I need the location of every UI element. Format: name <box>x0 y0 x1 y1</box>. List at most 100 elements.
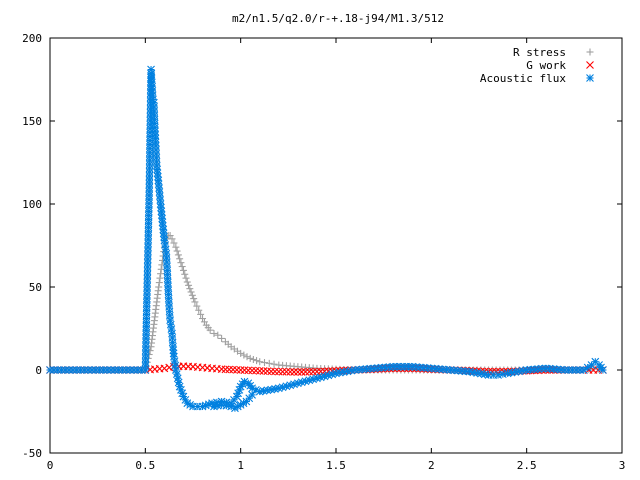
point-acoustic-flux <box>103 366 112 374</box>
point-acoustic-flux <box>53 366 62 374</box>
point-g-work <box>232 365 241 374</box>
point-acoustic-flux <box>259 387 268 395</box>
point-g-work <box>221 365 230 374</box>
point-acoustic-flux <box>389 362 398 371</box>
point-r-stress <box>172 243 180 251</box>
x-tick-label: 0.5 <box>135 459 155 472</box>
legend-label-r-stress: R stress <box>513 46 566 59</box>
point-acoustic-flux <box>68 366 77 374</box>
point-g-work <box>229 365 237 374</box>
x-tick-label: 1 <box>237 459 244 472</box>
point-g-work <box>290 368 298 376</box>
point-acoustic-flux <box>579 366 588 374</box>
point-acoustic-flux <box>137 366 146 374</box>
series-r-stress <box>46 232 607 374</box>
point-acoustic-flux <box>408 362 417 371</box>
y-tick-label: 200 <box>22 32 42 45</box>
point-g-work <box>274 367 283 376</box>
point-acoustic-flux <box>142 318 151 327</box>
point-g-work <box>309 367 318 376</box>
point-g-work <box>248 366 256 375</box>
point-g-work <box>271 367 279 376</box>
point-r-stress <box>187 288 195 296</box>
point-r-stress <box>190 295 198 303</box>
point-acoustic-flux <box>151 142 160 150</box>
point-r-stress <box>185 281 193 289</box>
point-acoustic-flux <box>166 320 175 329</box>
y-tick-label: 150 <box>22 115 42 128</box>
point-r-stress <box>237 349 245 357</box>
point-r-stress <box>170 239 178 247</box>
point-g-work <box>225 365 234 374</box>
point-r-stress <box>243 353 251 361</box>
x-tick-label: 2.5 <box>517 459 537 472</box>
point-g-work <box>259 367 268 375</box>
point-g-work <box>305 367 314 376</box>
point-g-work <box>217 365 226 374</box>
point-g-work <box>236 366 245 374</box>
x-tick-label: 0 <box>47 459 54 472</box>
point-g-work <box>267 367 276 376</box>
point-r-stress <box>265 359 273 367</box>
point-r-stress <box>197 310 205 318</box>
point-r-stress <box>168 235 176 243</box>
point-acoustic-flux <box>152 157 161 166</box>
point-r-stress <box>156 274 164 282</box>
point-acoustic-flux <box>599 366 607 374</box>
point-r-stress <box>246 354 254 362</box>
point-g-work <box>278 367 287 376</box>
point-r-stress <box>249 355 257 363</box>
legend-marker-r-stress <box>586 48 594 56</box>
point-r-stress <box>256 358 264 366</box>
point-r-stress <box>179 266 187 274</box>
point-r-stress <box>176 255 184 263</box>
point-g-work <box>297 368 306 376</box>
point-g-work <box>240 366 249 375</box>
point-acoustic-flux <box>130 366 138 374</box>
point-acoustic-flux <box>95 366 104 374</box>
point-r-stress <box>183 278 191 286</box>
y-tick-label: 100 <box>22 198 42 211</box>
axes: 0 0.5 1 1.5 2 2.5 3 -50 0 50 100 150 200 <box>22 32 625 472</box>
point-r-stress <box>173 247 181 255</box>
point-g-work <box>255 366 264 375</box>
point-acoustic-flux <box>151 127 159 136</box>
series-acoustic-flux <box>46 65 607 411</box>
point-r-stress <box>174 251 182 259</box>
point-acoustic-flux <box>161 245 170 254</box>
x-tick-label: 1.5 <box>326 459 346 472</box>
point-acoustic-flux <box>118 366 127 374</box>
x-tick-label: 2 <box>428 459 435 472</box>
point-g-work <box>293 368 302 376</box>
point-r-stress <box>191 298 199 306</box>
point-acoustic-flux <box>65 366 73 374</box>
legend-label-acoustic-flux: Acoustic flux <box>480 72 566 85</box>
point-r-stress <box>195 306 203 314</box>
point-r-stress <box>218 334 226 342</box>
series-acoustic-flux-extra <box>210 391 256 413</box>
point-r-stress <box>270 360 278 368</box>
point-acoustic-flux <box>84 366 93 374</box>
y-tick-label: -50 <box>22 447 42 460</box>
legend-marker-acoustic-flux <box>586 74 594 82</box>
plot-frame <box>49 37 623 454</box>
point-g-work <box>301 367 310 376</box>
point-acoustic-flux <box>227 402 236 411</box>
point-g-work <box>263 367 272 376</box>
point-g-work <box>252 366 260 375</box>
point-g-work <box>244 366 253 375</box>
x-tick-label: 3 <box>619 459 626 472</box>
chart-title: m2/n1.5/q2.0/r-+.18-j94/M1.3/512 <box>232 12 444 25</box>
point-r-stress <box>155 279 163 287</box>
point-r-stress <box>261 359 268 367</box>
point-r-stress <box>186 285 194 293</box>
legend-marker-g-work <box>586 61 594 69</box>
point-acoustic-flux <box>271 385 279 393</box>
marks <box>46 65 607 413</box>
legend-label-g-work: G work <box>526 59 566 72</box>
point-r-stress <box>214 331 222 339</box>
point-r-stress <box>157 270 165 278</box>
point-r-stress <box>177 259 185 267</box>
point-acoustic-flux <box>126 366 134 374</box>
